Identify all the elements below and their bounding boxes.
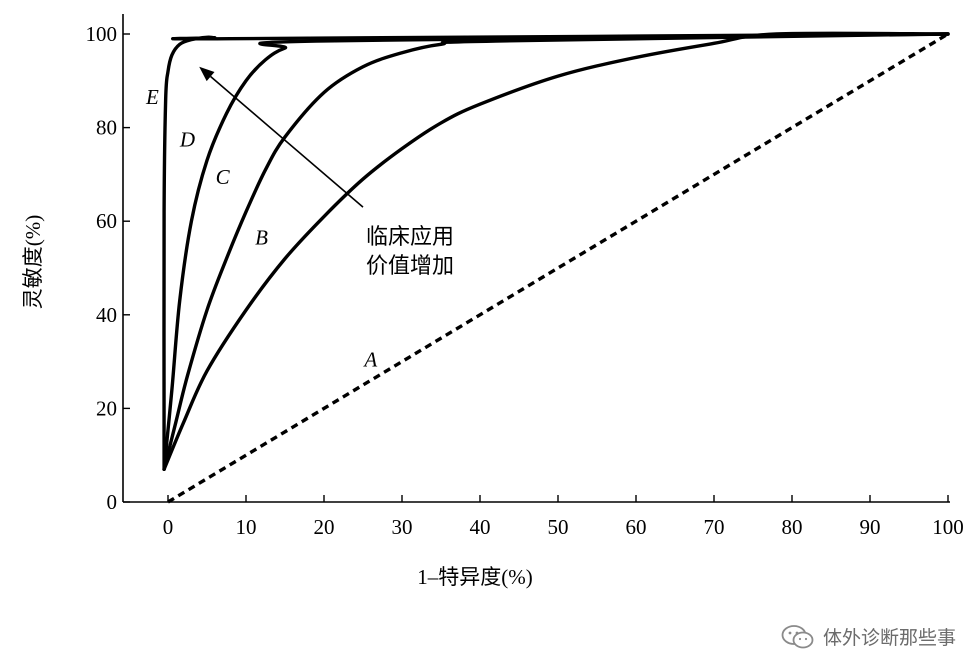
- y-tick-label: 80: [96, 116, 117, 140]
- annotation-text-line: 临床应用: [366, 225, 454, 250]
- y-axis-title: 灵敏度(%): [21, 215, 45, 309]
- x-tick-label: 40: [470, 515, 491, 539]
- axes: 0 10 20 30 40 50 60 70 80 90 100 0 20 40 60 80 100: [86, 14, 964, 539]
- watermark: 体外诊断那些事: [781, 623, 956, 650]
- y-tick-label: 60: [96, 209, 117, 233]
- y-tick-label: 20: [96, 396, 117, 420]
- x-tick-label: 100: [932, 515, 964, 539]
- x-tick-label: 60: [626, 515, 647, 539]
- curve-label-a: A: [362, 347, 377, 371]
- annotation-arrowhead: [199, 66, 215, 82]
- x-tick-label: 80: [782, 515, 803, 539]
- y-tick-label: 100: [86, 22, 118, 46]
- x-tick-label: 20: [314, 515, 335, 539]
- x-axis-title: 1–特异度(%): [417, 565, 532, 589]
- roc-curve-e: [162, 32, 950, 471]
- x-tick-label: 50: [548, 515, 569, 539]
- annotation-arrow: [210, 75, 364, 208]
- curve-label-e: E: [145, 85, 159, 109]
- y-tick-label: 0: [107, 490, 118, 514]
- y-tick-label: 40: [96, 303, 117, 327]
- curve-label-d: D: [179, 127, 195, 151]
- x-tick-label: 70: [704, 515, 725, 539]
- x-tick-label: 30: [392, 515, 413, 539]
- x-tick-label: 0: [163, 515, 174, 539]
- roc-curve-b: [162, 31, 950, 471]
- roc-curve-a: [167, 32, 949, 504]
- annotation-text-line: 价值增加: [366, 254, 454, 279]
- curve-label-c: C: [216, 165, 231, 189]
- x-tick-label: 90: [860, 515, 881, 539]
- roc-curve-d: [162, 32, 950, 471]
- curve-label-b: B: [255, 226, 268, 250]
- wechat-icon: [781, 624, 814, 648]
- watermark-text: 体外诊断那些事: [822, 627, 956, 649]
- roc-curve-c: [162, 32, 950, 471]
- series-layer: [162, 31, 950, 504]
- x-tick-label: 10: [236, 515, 257, 539]
